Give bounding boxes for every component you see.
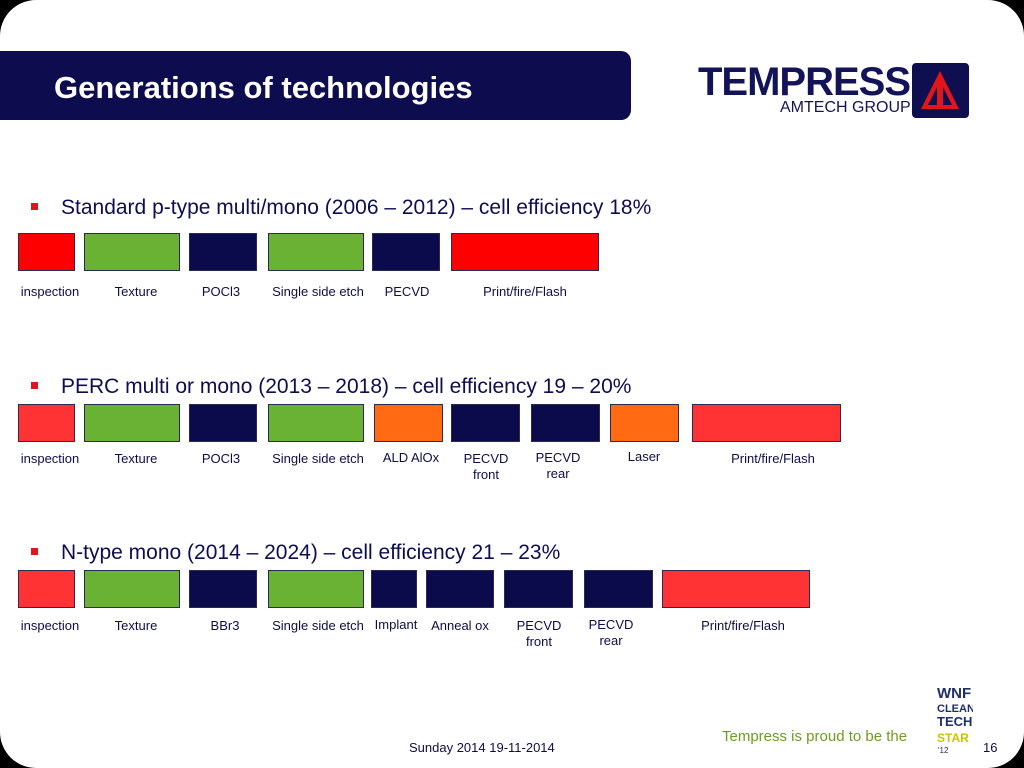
step-label: BBr3 [210,618,240,633]
page-number: 16 [983,740,998,755]
step-pocl3 [189,233,257,271]
step-single-side-etch [268,570,364,608]
step-pecvd-front [504,570,573,608]
step-label: inspection [20,451,80,466]
section-heading-standard: Standard p-type multi/mono (2006 – 2012)… [61,196,652,219]
step-texture [84,233,180,271]
step-texture [84,404,180,442]
bullet-icon [31,203,38,210]
wnf-badge-text: TECH [937,714,972,729]
bullet-icon [31,548,38,555]
step-label: Single side etch [272,451,364,466]
step-label: Print/fire/Flash [483,284,567,299]
step-label: PECVD front [463,451,509,482]
step-label: PECVD rear [535,450,581,481]
step-pecvd-front [451,404,520,442]
logo-wordmark: TEMPRESS [698,60,911,104]
step-print-fire-flash [692,404,841,442]
step-implant [371,570,417,608]
step-label: POCl3 [201,451,241,466]
footer-date: Sunday 2014 19-11-2014 [409,740,555,755]
step-print-fire-flash [451,233,599,271]
step-pocl3 [189,404,257,442]
step-label: Laser [627,449,661,464]
step-ald-alox [374,404,443,442]
step-label: PECVD front [516,618,562,649]
step-inspection [18,570,75,608]
step-label: Implant [374,617,418,632]
title-bar: Generations of technologies [0,51,631,120]
wnf-badge-text: STAR [937,731,969,745]
step-laser [610,404,679,442]
step-label: inspection [20,284,80,299]
step-label: Single side etch [272,618,364,633]
step-label: Texture [114,451,158,466]
step-label: Single side etch [272,284,364,299]
step-single-side-etch [268,404,364,442]
step-bbr3 [189,570,257,608]
step-label: POCl3 [201,284,241,299]
step-label: inspection [20,618,80,633]
step-pecvd [372,233,440,271]
logo-subtitle: AMTECH GROUP [780,99,911,116]
step-inspection [18,233,75,271]
wnf-badge-text: CLEAN [937,703,973,715]
tempress-logo: TEMPRESS AMTECH GROUP [698,62,973,120]
step-pecvd-rear [584,570,653,608]
wnf-cleantech-star-badge: WNF CLEAN TECH STAR '12 [937,684,975,756]
wnf-badge-text: '12 [938,746,949,755]
page-title: Generations of technologies [54,70,473,105]
logo-emblem-icon [912,63,969,118]
section-heading-perc: PERC multi or mono (2013 – 2018) – cell … [61,375,632,398]
step-label: Print/fire/Flash [731,451,815,466]
step-print-fire-flash [662,570,810,608]
step-texture [84,570,180,608]
step-label: Texture [114,284,158,299]
step-label: PECVD [384,284,430,299]
bullet-icon [31,382,38,389]
step-label: Anneal ox [431,618,489,633]
footer-tagline: Tempress is proud to be the [722,728,908,745]
step-label: Print/fire/Flash [701,618,785,633]
step-label: Texture [114,618,158,633]
wnf-badge-text: WNF [937,685,971,702]
step-label: PECVD rear [588,617,634,648]
step-label: ALD AlOx [382,450,440,465]
section-heading-ntype: N-type mono (2014 – 2024) – cell efficie… [61,541,561,564]
step-anneal-ox [426,570,494,608]
step-inspection [18,404,75,442]
step-pecvd-rear [531,404,600,442]
step-single-side-etch [268,233,364,271]
